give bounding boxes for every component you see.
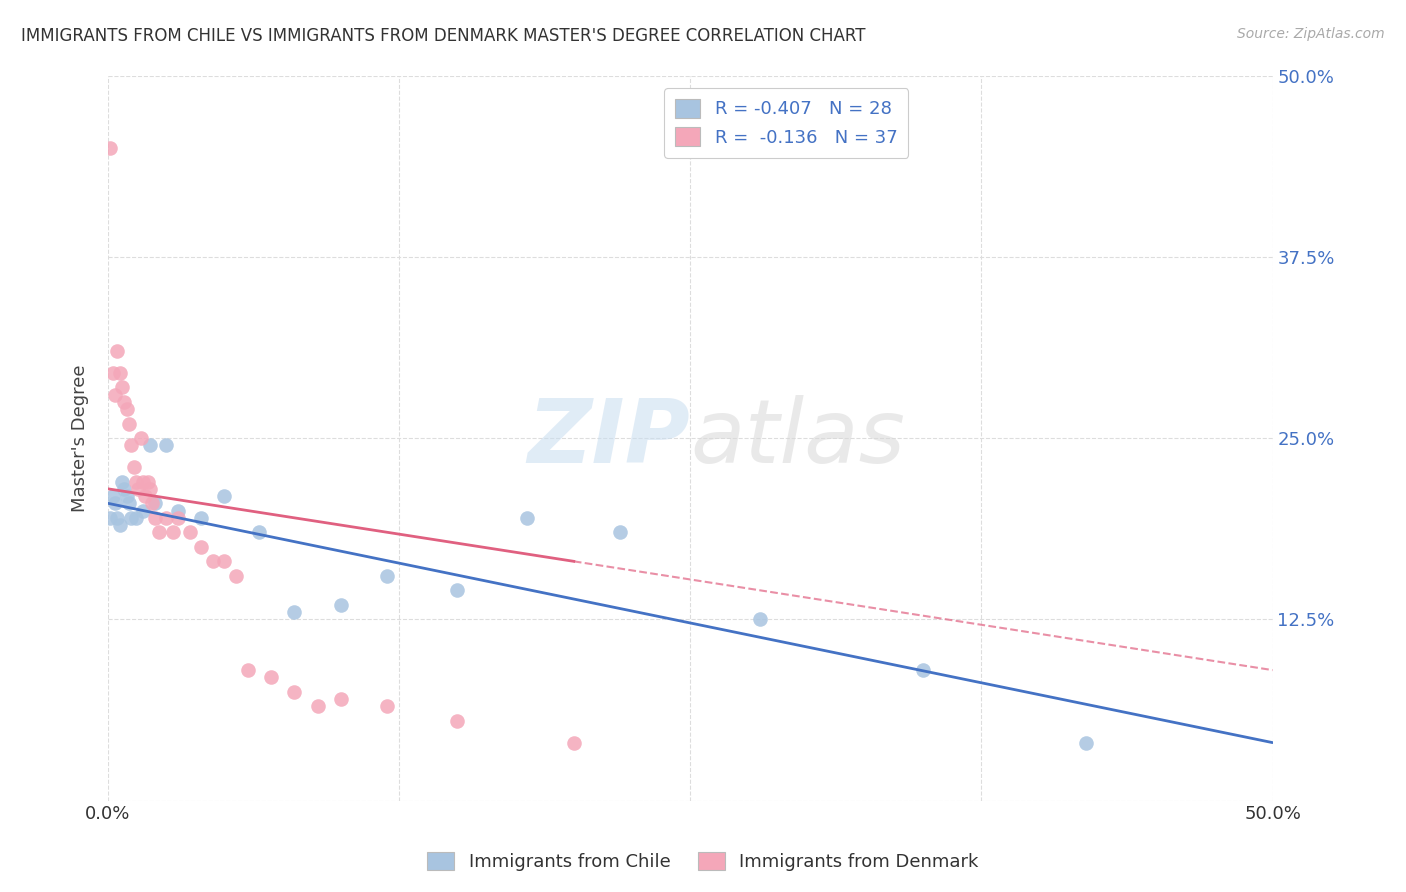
Point (115, 402, 138, 417)
Point (104, 387, 127, 401)
Point (112, 482, 135, 496)
Point (562, 736, 585, 750)
Text: atlas: atlas (690, 395, 905, 481)
Point (329, 598, 352, 612)
Point (118, 496, 141, 510)
Point (283, 685, 305, 699)
Point (104, 496, 127, 510)
Point (201, 554, 224, 568)
Point (115, 489, 138, 503)
Point (247, 525, 270, 540)
Y-axis label: Master's Degree: Master's Degree (72, 364, 89, 512)
Point (162, 525, 184, 540)
Point (214, 554, 236, 568)
Point (108, 518, 131, 533)
Point (120, 511, 142, 525)
Point (377, 569, 399, 583)
Point (167, 503, 190, 517)
Point (236, 663, 259, 677)
Point (139, 438, 162, 452)
Point (516, 511, 538, 525)
Text: ZIP: ZIP (527, 394, 690, 482)
Point (283, 605, 305, 619)
Point (129, 431, 152, 445)
Point (155, 511, 177, 525)
Point (105, 344, 128, 359)
Point (225, 569, 247, 583)
Point (148, 525, 170, 540)
Point (260, 670, 283, 684)
Point (167, 511, 190, 525)
Point (377, 699, 399, 714)
Point (143, 496, 166, 510)
Point (122, 460, 145, 475)
Point (112, 394, 135, 409)
Point (101, 366, 124, 380)
Point (101, 489, 124, 503)
Text: Source: ZipAtlas.com: Source: ZipAtlas.com (1237, 27, 1385, 41)
Point (912, 663, 935, 677)
Point (98, 511, 121, 525)
Point (190, 540, 212, 554)
Point (127, 482, 149, 496)
Point (132, 475, 155, 489)
Point (143, 511, 166, 525)
Point (136, 475, 159, 489)
Point (105, 511, 128, 525)
Point (132, 503, 155, 517)
Point (125, 511, 148, 525)
Point (98, 141, 121, 155)
Point (125, 475, 148, 489)
Point (609, 525, 631, 540)
Point (749, 612, 772, 626)
Point (1076, 736, 1098, 750)
Point (190, 511, 212, 525)
Point (141, 496, 163, 510)
Point (111, 380, 134, 394)
Point (446, 714, 468, 728)
Point (214, 489, 236, 503)
Point (329, 692, 352, 706)
Point (134, 489, 156, 503)
Point (108, 366, 131, 380)
Point (118, 417, 141, 431)
Legend: R = -0.407   N = 28, R =  -0.136   N = 37: R = -0.407 N = 28, R = -0.136 N = 37 (664, 88, 908, 158)
Point (446, 583, 468, 598)
Point (307, 699, 329, 714)
Point (111, 475, 134, 489)
Legend: Immigrants from Chile, Immigrants from Denmark: Immigrants from Chile, Immigrants from D… (420, 845, 986, 879)
Point (120, 438, 142, 452)
Point (139, 482, 162, 496)
Point (155, 438, 177, 452)
Point (179, 525, 201, 540)
Text: IMMIGRANTS FROM CHILE VS IMMIGRANTS FROM DENMARK MASTER'S DEGREE CORRELATION CHA: IMMIGRANTS FROM CHILE VS IMMIGRANTS FROM… (21, 27, 866, 45)
